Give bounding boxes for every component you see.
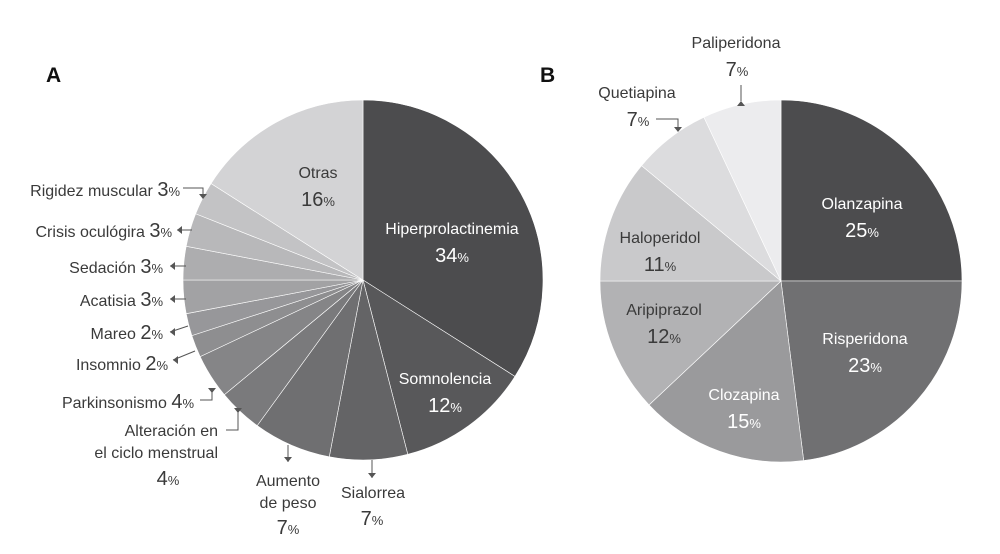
label-alteracion-en-el-ciclo-menstrual: Alteración en el ciclo menstrual [94,423,218,462]
label-aumento-de-peso-value: 7% [277,517,300,539]
label-crisis-oculogira-arrow [177,226,182,234]
label-haloperidol-value: 11% [644,254,677,276]
slice-risperidona [780,280,963,461]
label-alteracion-en-el-ciclo-menstrual-value: 4% [157,468,180,490]
label-clozapina-value: 15% [727,411,761,433]
label-somnolencia: Somnolencia [399,371,492,388]
slice-somnolencia [362,279,516,455]
label-mareo-arrow [170,328,175,336]
pie-chart-a: A Hiperprolactinemia 34% Somnolencia 12% Sial… [30,64,544,539]
panel-label-b: B [540,64,555,87]
label-paliperidona: Paliperidona [692,35,781,52]
label-rigidez-muscular-leader [183,187,204,196]
label-quetiapina: Quetiapina [598,85,675,102]
label-acatisia-arrow [170,295,175,303]
slice-otras [210,99,364,281]
label-sedacion: Sedación 3% [69,256,163,278]
slice-clozapina [648,280,805,463]
panel-label-a: A [46,64,61,87]
label-olanzapina: Olanzapina [822,196,903,213]
label-sialorrea-value: 7% [361,508,384,530]
label-paliperidona-value: 7% [726,59,749,81]
label-alteracion-en-el-ciclo-menstrual-leader [226,410,239,431]
label-haloperidol: Haloperidol [620,230,701,247]
label-quetiapina-value: 7% [627,109,650,131]
slice-haloperidol [599,165,782,282]
label-aumento-de-peso-arrow [284,457,292,462]
label-parkinsonismo: Parkinsonismo 4% [62,391,195,413]
label-sialorrea: Sialorrea [341,485,405,502]
label-hiperprolactinemia: Hiperprolactinemia [385,221,518,238]
label-quetiapina-arrow [674,127,682,132]
label-mareo: Mareo 2% [91,322,164,344]
label-otras-value: 16% [301,189,335,211]
slice-aripiprazol [599,280,782,406]
label-aripiprazol: Aripiprazol [626,302,702,319]
label-quetiapina-leader [656,118,679,129]
label-olanzapina-value: 25% [845,220,879,242]
label-insomnio-arrow [173,356,178,364]
label-alteracion-en-el-ciclo-menstrual-arrow [234,408,242,413]
slice-olanzapina [780,99,963,282]
label-aripiprazol-value: 12% [647,326,681,348]
label-aumento-de-peso: Aumento de peso [256,473,320,512]
label-somnolencia-value: 12% [428,395,462,417]
label-sedacion-arrow [170,262,175,270]
label-paliperidona-arrow [737,101,745,106]
slice-hiperprolactinemia [362,99,544,377]
label-hiperprolactinemia-value: 34% [435,245,469,267]
label-sialorrea-arrow [368,473,376,478]
label-risperidona-value: 23% [848,355,882,377]
label-rigidez-muscular: Rigidez muscular 3% [30,179,180,201]
label-clozapina: Clozapina [708,387,779,404]
label-parkinsonismo-arrow [208,388,216,393]
label-risperidona: Risperidona [822,331,907,348]
label-crisis-oculogira: Crisis oculógira 3% [36,220,173,242]
label-otras: Otras [298,165,337,182]
label-parkinsonismo-leader [200,390,213,401]
label-rigidez-muscular-arrow [199,194,207,199]
pie-chart-b: B Olanzapina 25% Risperidona 23% Clozapina 15%… [540,35,963,463]
label-acatisia: Acatisia 3% [80,289,164,311]
label-insomnio: Insomnio 2% [76,353,169,375]
